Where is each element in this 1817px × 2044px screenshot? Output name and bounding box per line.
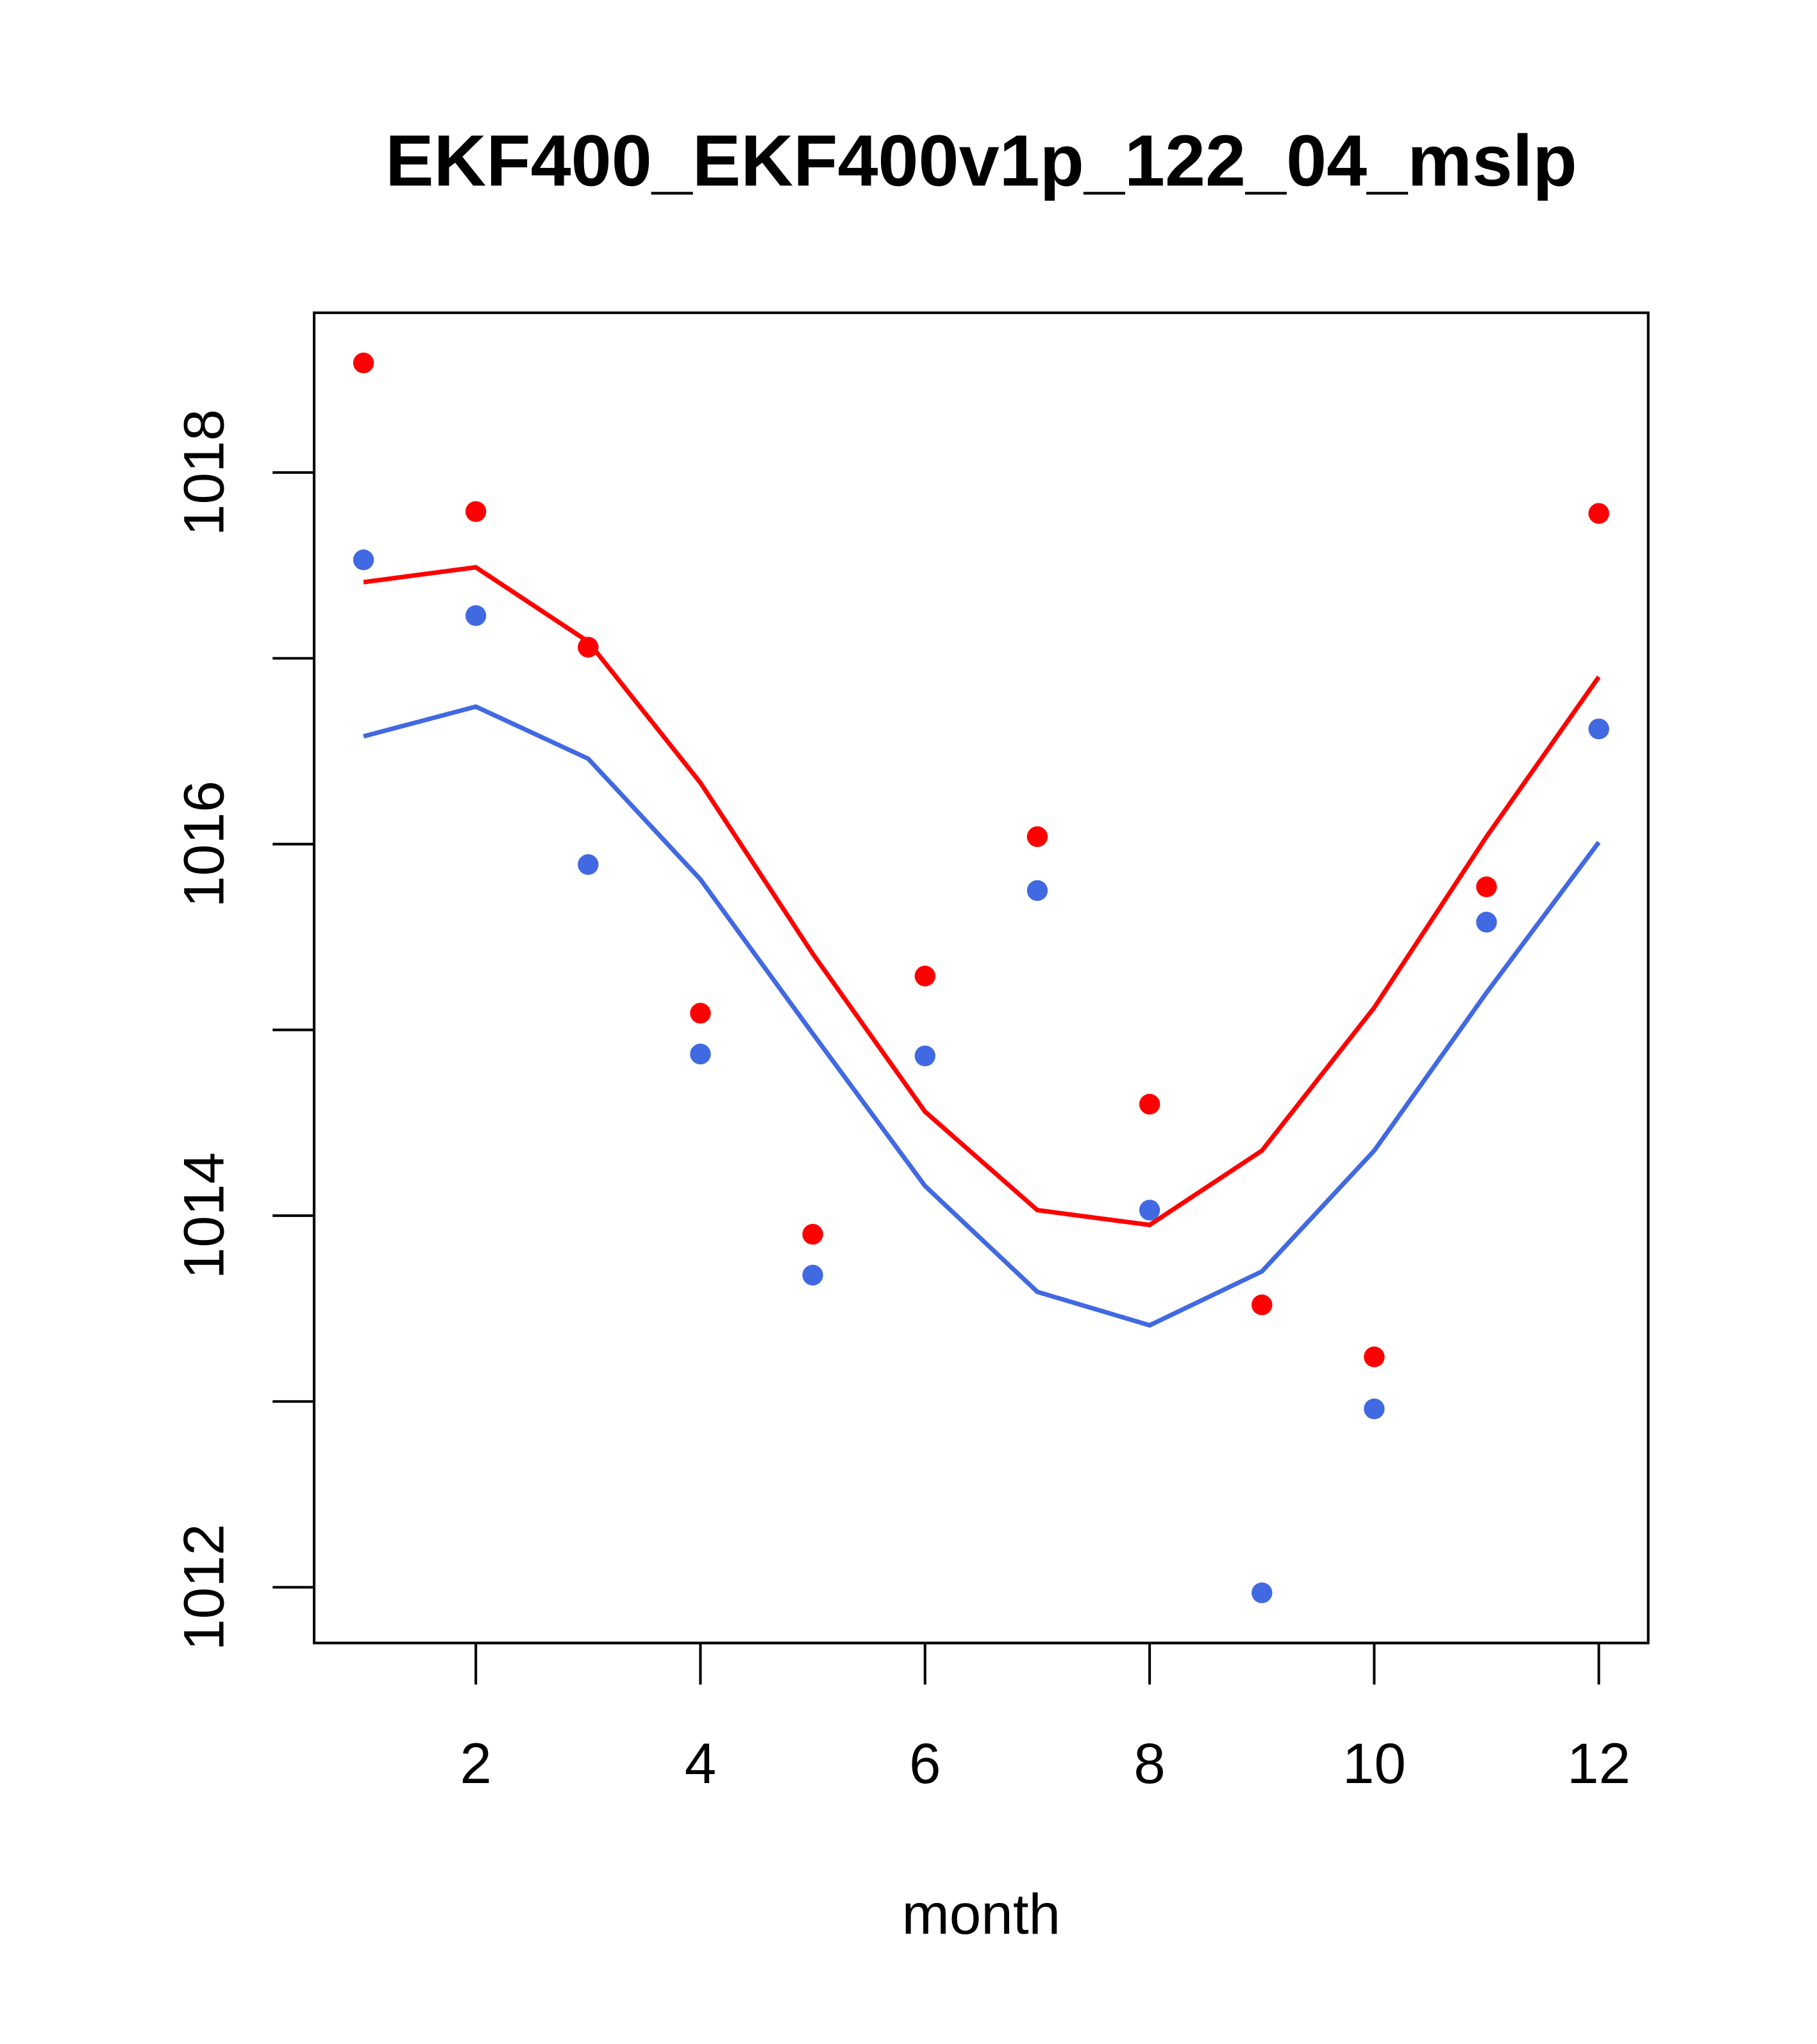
x-tick-label: 8 xyxy=(1134,1731,1166,1795)
red-point xyxy=(802,1223,823,1245)
blue-point xyxy=(1364,1398,1385,1420)
red-point xyxy=(578,637,599,658)
blue-point xyxy=(1139,1200,1160,1221)
blue-point xyxy=(1476,912,1497,933)
blue-point xyxy=(802,1264,823,1286)
y-tick-label: 1014 xyxy=(171,1152,235,1279)
x-tick-label: 2 xyxy=(460,1731,492,1795)
x-tick-label: 12 xyxy=(1567,1731,1630,1795)
red-point xyxy=(690,1003,711,1024)
blue-line xyxy=(363,704,1601,1328)
red-point xyxy=(465,501,487,523)
chart-title: EKF400_EKF400v1p_122_04_mslp xyxy=(385,120,1577,201)
red-line xyxy=(363,565,1601,1228)
red-point xyxy=(1476,876,1497,898)
x-tick-label: 6 xyxy=(909,1731,941,1795)
x-tick-label: 4 xyxy=(685,1731,717,1795)
blue-point xyxy=(353,549,374,571)
blue-point xyxy=(914,1045,935,1067)
plot-frame xyxy=(312,311,1650,1645)
blue-point xyxy=(578,854,599,875)
red-point xyxy=(1139,1094,1160,1115)
blue-point xyxy=(690,1043,711,1065)
x-tick-label: 10 xyxy=(1343,1731,1406,1795)
red-point xyxy=(914,966,935,987)
x-axis-label: month xyxy=(902,1882,1061,1946)
blue-point xyxy=(1588,718,1609,740)
red-point xyxy=(1026,826,1048,848)
red-point xyxy=(1588,503,1609,524)
blue-point xyxy=(465,605,487,626)
red-point xyxy=(353,352,374,374)
series-layer xyxy=(353,352,1609,1604)
y-axis: 1012 1014 1016 1018 xyxy=(171,409,315,1651)
y-tick-label: 1016 xyxy=(171,780,235,907)
y-tick-label: 1012 xyxy=(171,1524,235,1651)
red-point xyxy=(1364,1346,1385,1368)
x-axis: 2 4 6 8 10 12 xyxy=(460,1641,1630,1795)
blue-point xyxy=(1026,880,1048,901)
blue-point xyxy=(1252,1582,1273,1604)
red-point xyxy=(1252,1294,1273,1316)
y-tick-label: 1018 xyxy=(171,409,235,536)
